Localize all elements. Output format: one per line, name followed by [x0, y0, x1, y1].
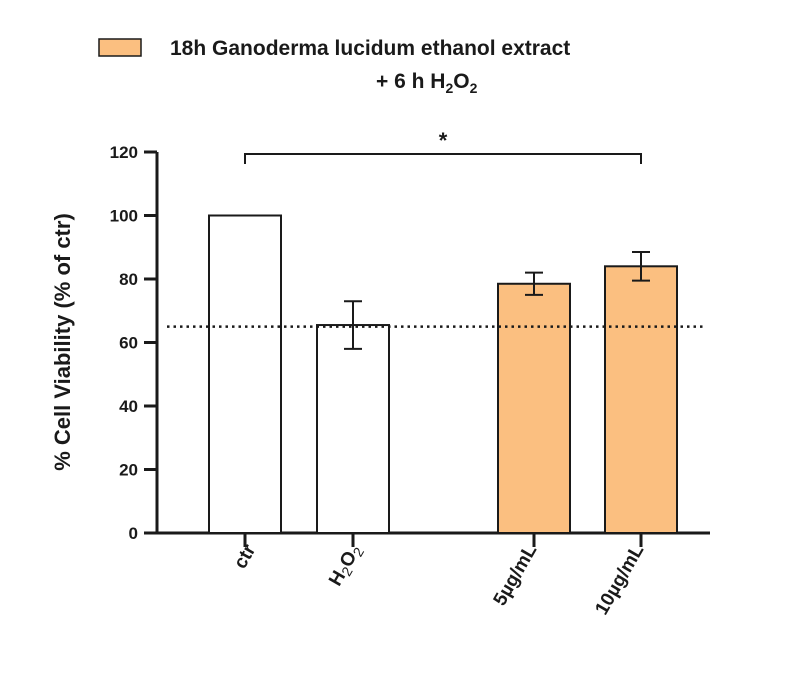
x-ticks	[243, 533, 643, 547]
legend-line2-sub1: 2	[445, 80, 453, 96]
y-tick-label: 100	[110, 207, 138, 226]
y-tick-label: 80	[119, 270, 138, 289]
category-label-ctr: ctr	[230, 540, 261, 572]
significance-star: *	[439, 128, 448, 153]
bars	[208, 214, 678, 535]
legend-line2-sub2: 2	[470, 80, 478, 96]
legend-label-line1: 18h Ganoderma lucidum ethanol extract	[170, 37, 570, 60]
legend-line2-prefix: + 6 h H	[376, 70, 445, 93]
bar	[208, 214, 282, 534]
legend: 18h Ganoderma lucidum ethanol extract + …	[98, 37, 570, 96]
category-label-h2o2: H2O2	[325, 541, 367, 591]
significance-bracket: *	[244, 128, 642, 164]
category-label-10ug: 10µg/mL	[591, 541, 648, 619]
y-tick-label: 120	[110, 143, 138, 162]
y-tick-label: 40	[119, 397, 138, 416]
bar	[316, 324, 390, 534]
bar	[604, 265, 678, 534]
bar	[497, 282, 571, 535]
y-ticks: 0 20 40 60 80 100 120	[110, 143, 157, 543]
legend-line2-mid: O	[453, 70, 469, 93]
significance-line	[244, 153, 642, 164]
category-labels: ctr H2O2 5µg/mL 10µg/mL	[230, 540, 649, 618]
y-tick-label: 0	[129, 524, 138, 543]
legend-label-line2: + 6 h H2O2	[376, 70, 478, 96]
y-tick-label: 20	[119, 461, 138, 480]
legend-swatch	[98, 38, 142, 57]
y-axis-label: % Cell Viability (% of ctr)	[50, 213, 75, 471]
error-bars	[344, 251, 650, 350]
y-tick-label: 60	[119, 334, 138, 353]
category-label-5ug: 5µg/mL	[490, 541, 542, 610]
